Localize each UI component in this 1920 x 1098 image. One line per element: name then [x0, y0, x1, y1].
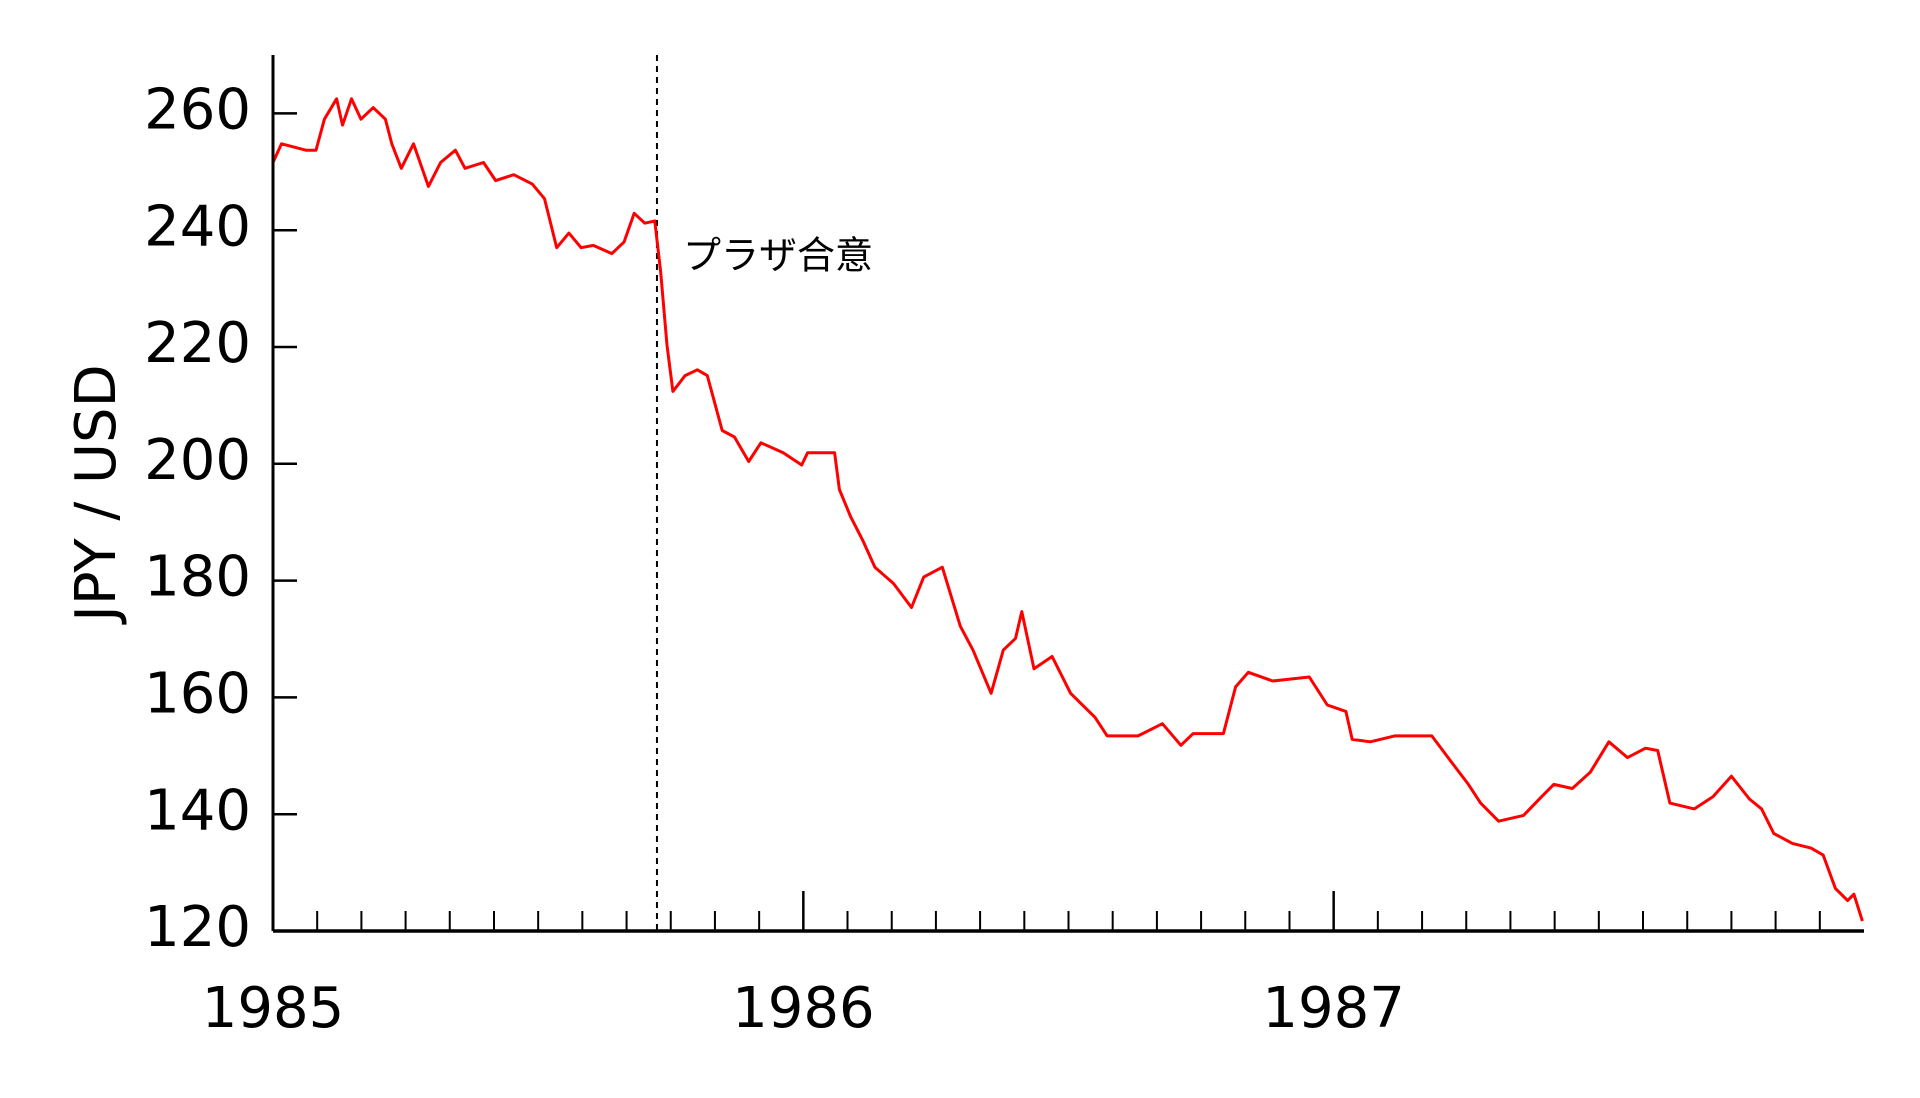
- y-tick-label: 160: [144, 662, 251, 727]
- y-tick-label: 140: [144, 778, 251, 843]
- y-tick-label: 200: [144, 428, 251, 493]
- y-tick-label: 240: [144, 194, 251, 259]
- y-tick-label: 180: [144, 545, 251, 610]
- y-axis-label: JPY / USD: [64, 364, 129, 624]
- y-tick-label: 220: [144, 311, 251, 376]
- x-tick-label: 1986: [732, 976, 875, 1041]
- y-tick-label: 120: [144, 895, 251, 960]
- annotation-text: プラザ合意: [683, 234, 873, 278]
- x-tick-label: 1985: [202, 976, 345, 1041]
- x-tick-label: 1987: [1262, 976, 1405, 1041]
- y-tick-label: 260: [144, 78, 251, 143]
- price-line: [271, 97, 1864, 922]
